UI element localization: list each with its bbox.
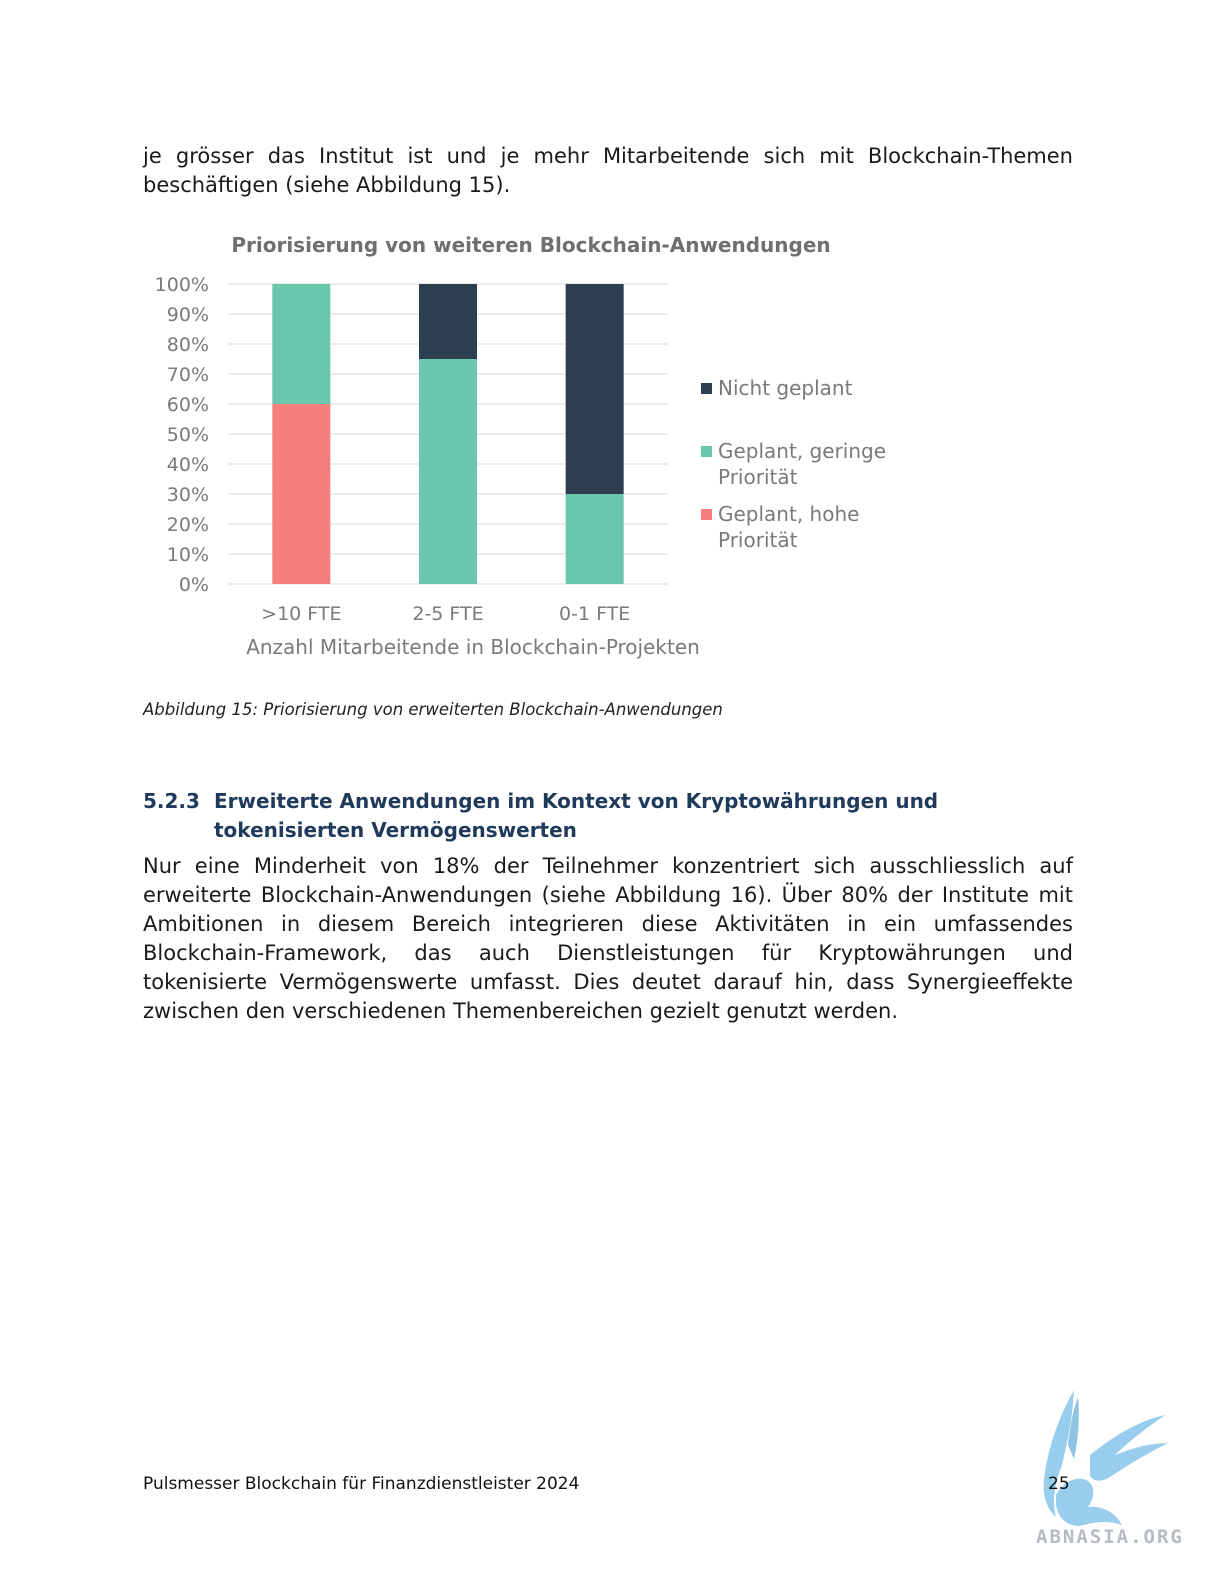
x-tick-label: 2-5 FTE [412,603,483,625]
legend-swatch [701,509,712,520]
griffin-logo-icon [1043,1390,1168,1526]
bar-segment [272,284,331,404]
y-tick-label: 70% [167,364,209,386]
intro-paragraph: je grösser das Institut ist und je mehr … [143,144,1073,197]
y-tick-label: 30% [167,484,209,506]
bar-segment [565,494,624,584]
y-tick-label: 90% [167,304,209,326]
x-axis-label: Anzahl Mitarbeitende in Blockchain-Proje… [246,635,700,659]
section-title: Erweiterte Anwendungen im Kontext von Kr… [214,789,939,842]
bar-segment [419,359,477,584]
chart-title: Priorisierung von weiteren Blockchain-An… [231,233,830,257]
legend-label: Priorität [718,528,798,552]
x-tick-label: >10 FTE [261,603,341,625]
legend-swatch [701,383,712,394]
page-number: 25 [1048,1474,1070,1494]
y-tick-label: 100% [155,274,209,296]
y-tick-label: 10% [167,544,209,566]
legend-label: Geplant, geringe [718,439,886,463]
y-tick-label: 80% [167,334,209,356]
legend-label: Nicht geplant [718,376,853,400]
section-number: 5.2.3 [143,789,200,813]
bar-segment [419,284,477,359]
y-tick-label: 40% [167,454,209,476]
x-tick-label: 0-1 FTE [559,603,630,625]
y-tick-label: 0% [179,574,209,596]
stacked-bar-chart: Priorisierung von weiteren Blockchain-An… [143,222,943,662]
legend-label: Geplant, hohe [718,502,859,526]
body-paragraph: Nur eine Minderheit von 18% der Teilnehm… [143,854,1073,1023]
section-heading: 5.2.3 Erweiterte Anwendungen im Kontext … [143,787,1073,845]
chart-svg: Priorisierung von weiteren Blockchain-An… [155,233,886,659]
legend-label: Priorität [718,465,798,489]
y-tick-label: 60% [167,394,209,416]
y-tick-label: 50% [167,424,209,446]
figure-caption: Abbildung 15: Priorisierung von erweiter… [143,700,723,719]
bar-segment [272,404,331,584]
bar-segment [565,284,624,494]
legend-swatch [701,446,712,457]
footer-title: Pulsmesser Blockchain für Finanzdienstle… [143,1474,580,1494]
watermark-text: ABNASIA.ORG [1036,1526,1184,1548]
y-tick-label: 20% [167,514,209,536]
